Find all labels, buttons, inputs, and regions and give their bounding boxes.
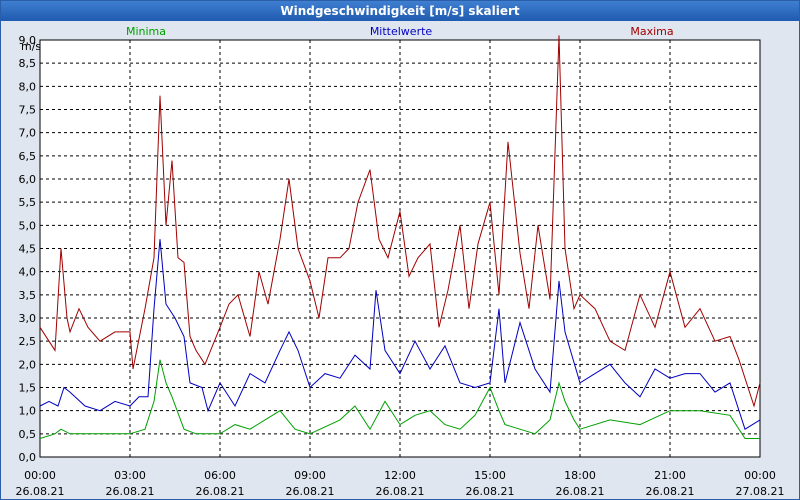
- x-tick-time: 09:00: [294, 469, 326, 482]
- x-tick-time: 06:00: [204, 469, 236, 482]
- x-tick-date: 26.08.21: [466, 485, 515, 498]
- y-tick-label: 5,5: [19, 196, 37, 209]
- y-tick-label: 6,0: [19, 173, 37, 186]
- y-tick-label: 5,0: [19, 219, 37, 232]
- y-tick-label: 1,0: [19, 405, 37, 418]
- series-line-maxima: [39, 35, 761, 408]
- x-tick-date: 26.08.21: [646, 485, 695, 498]
- legend-mittelwerte: Mittelwerte: [370, 25, 433, 38]
- series-line-minima: [39, 359, 760, 439]
- x-tick-date: 26.08.21: [556, 485, 605, 498]
- y-tick-label: 3,5: [19, 289, 37, 302]
- x-tick-time: 18:00: [564, 469, 596, 482]
- x-tick-time: 21:00: [654, 469, 686, 482]
- x-tick-date: 26.08.21: [16, 485, 65, 498]
- data-series: [39, 35, 761, 439]
- y-tick-label: 4,0: [19, 266, 37, 279]
- y-tick-label: 2,5: [19, 335, 37, 348]
- y-axis-label: m/s: [21, 40, 41, 53]
- y-tick-label: 7,5: [19, 104, 37, 117]
- x-tick-date: 26.08.21: [106, 485, 155, 498]
- y-axis-ticks: 0,0 0,5 1,0 1,5 2,0 2,5 3,0 3,5 4,0 4,5 5,0 5,5 6,0 6…: [19, 34, 37, 464]
- y-tick-label: 0,5: [19, 428, 37, 441]
- x-tick-date: 27.08.21: [736, 485, 785, 498]
- y-tick-label: 4,5: [19, 243, 37, 256]
- x-tick-date: 26.08.21: [196, 485, 245, 498]
- series-line-mittelwerte: [39, 239, 761, 430]
- gridlines: [40, 39, 760, 457]
- x-tick-time: 00:00: [744, 469, 776, 482]
- x-tick-date: 26.08.21: [376, 485, 425, 498]
- x-tick-time: 03:00: [114, 469, 146, 482]
- y-tick-label: 6,5: [19, 150, 37, 163]
- x-tick-time: 00:00: [24, 469, 56, 482]
- y-tick-label: 8,0: [19, 80, 37, 93]
- y-tick-label: 7,0: [19, 127, 37, 140]
- legend-maxima: Maxima: [630, 25, 673, 38]
- y-tick-label: 8,5: [19, 57, 37, 70]
- y-tick-label: 3,0: [19, 312, 37, 325]
- x-axis-ticks: 00:00 26.08.21 03:00 26.08.21 06:00 26.08.21 0…: [16, 469, 785, 498]
- legend-minima: Minima: [126, 25, 166, 38]
- window-title: Windgeschwindigkeit [m/s] skaliert: [1, 1, 799, 21]
- y-tick-label: 0,0: [19, 451, 37, 464]
- x-tick-date: 26.08.21: [286, 485, 335, 498]
- x-tick-time: 12:00: [384, 469, 416, 482]
- y-tick-label: 9,0: [19, 34, 37, 47]
- y-tick-label: 1,5: [19, 382, 37, 395]
- x-tick-time: 15:00: [474, 469, 506, 482]
- y-tick-label: 2,0: [19, 358, 37, 371]
